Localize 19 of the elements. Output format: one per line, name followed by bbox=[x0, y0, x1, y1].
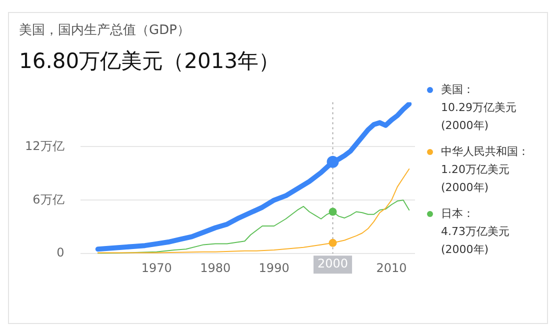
x-tick-label: 1990 bbox=[258, 260, 290, 275]
text: 4.73万亿美元 (2000年) bbox=[441, 224, 510, 258]
text: 10.29万亿美元 (2000年) bbox=[441, 100, 518, 134]
y-tick-label: 12万亿 bbox=[24, 138, 64, 153]
x-tick-label: 1970 bbox=[141, 260, 172, 275]
x-tick-label: 2010 bbox=[376, 260, 407, 275]
y-tick-label: 6万亿 bbox=[32, 192, 64, 206]
ref-line-label: 2000 bbox=[318, 256, 348, 271]
chart-title: 美国，国内生产总值（GDP） bbox=[19, 22, 190, 39]
legend-label: 中华人民共和国： bbox=[441, 144, 530, 160]
chart-subtitle: 16.80万亿美元（2013年） bbox=[19, 48, 280, 75]
legend-label: 日本： bbox=[441, 206, 475, 222]
legend-label: 美国： bbox=[441, 82, 475, 98]
text: 1.20万亿美元 (2000年) bbox=[441, 162, 510, 196]
point bbox=[328, 238, 337, 247]
y-tick-label: 0 bbox=[56, 246, 64, 260]
point bbox=[328, 208, 337, 216]
point bbox=[326, 156, 339, 168]
x-tick-label: 1980 bbox=[200, 260, 231, 275]
